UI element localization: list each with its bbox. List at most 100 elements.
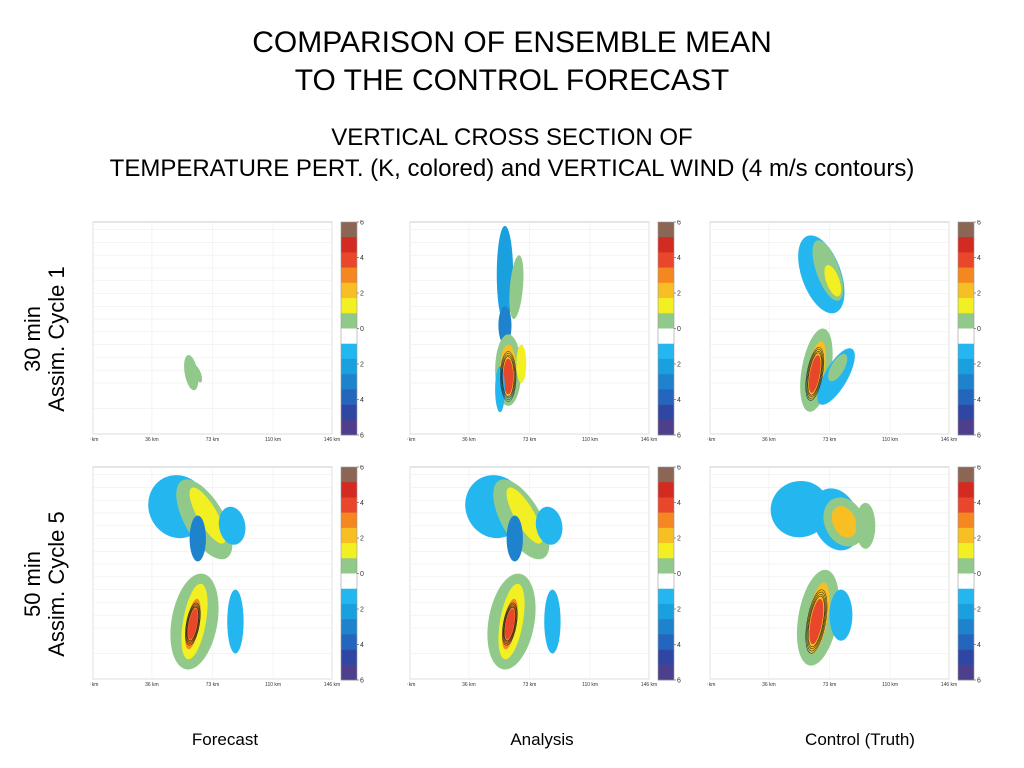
x-tick-label: 73 km [823, 437, 837, 443]
colorbar-segment [658, 267, 674, 284]
colorbar-segment [958, 634, 974, 650]
x-tick-label: 0 km [90, 437, 98, 443]
colorbar-tick-label: 0 [977, 571, 981, 578]
vertical-wind-contour [806, 591, 827, 652]
colorbar-tick-label: 4 [677, 500, 681, 507]
colorbar-tick-label: 6 [360, 433, 364, 440]
row-label-line2: Assim. Cycle 1 [44, 266, 69, 412]
row-label-cycle1: 30 min Assim. Cycle 1 [20, 229, 69, 449]
colorbar-segment [341, 419, 357, 436]
vertical-wind-contour [186, 606, 199, 642]
temperature-perturbation-region [828, 353, 848, 382]
main-title: COMPARISON OF ENSEMBLE MEAN TO THE CONTR… [0, 24, 1024, 100]
x-tick-label: 146 km [641, 437, 657, 443]
column-label-analysis: Analysis [510, 730, 574, 749]
colorbar-tick-label: 6 [360, 465, 364, 472]
row-label-line2: Assim. Cycle 5 [44, 511, 69, 657]
colorbar-tick-label: 4 [360, 255, 364, 262]
colorbar-segment [341, 649, 357, 666]
colorbar-segment [658, 343, 674, 360]
colorbar-tick-label: 2 [977, 362, 981, 369]
temperature-perturbation-region [218, 506, 246, 545]
colorbar-segment [658, 358, 674, 375]
colorbar-segment [341, 512, 357, 529]
x-tick-label: 73 km [206, 682, 220, 688]
cross-section-panel: 0200040005000600070008000900010000110001… [76, 220, 390, 453]
colorbar-segment [658, 328, 674, 345]
colorbar-segment [658, 374, 674, 390]
x-tick-label: 0 km [407, 682, 415, 688]
colorbar-segment [658, 419, 674, 436]
column-label-forecast: Forecast [191, 730, 259, 749]
colorbar-segment [658, 634, 674, 650]
vertical-wind-contour [185, 604, 200, 644]
colorbar-segment [958, 467, 974, 483]
colorbar-segment [658, 252, 674, 268]
temperature-perturbation-region [505, 608, 515, 640]
colorbar-tick-label: 2 [677, 536, 681, 543]
colorbar-tick-label: 2 [677, 291, 681, 298]
x-tick-label: 36 km [145, 682, 159, 688]
colorbar-tick-label: 2 [677, 362, 681, 369]
cross-section-panel: 0200040005000600070008000900010000110001… [693, 220, 1007, 453]
subtitle-line1: VERTICAL CROSS SECTION OF [331, 124, 693, 151]
colorbar-segment [341, 389, 357, 405]
temperature-perturbation-region [503, 358, 514, 395]
x-tick-label: 36 km [462, 682, 476, 688]
temperature-perturbation-region [189, 487, 226, 544]
temperature-perturbation-region [831, 506, 857, 538]
x-tick-label: 110 km [582, 682, 598, 688]
colorbar-tick-label: 6 [677, 465, 681, 472]
x-tick-label: 146 km [324, 682, 340, 688]
x-tick-label: 146 km [941, 437, 957, 443]
colorbar-segment [958, 497, 974, 513]
colorbar-segment [341, 497, 357, 513]
x-tick-label: 146 km [324, 437, 340, 443]
temperature-perturbation-region [516, 344, 527, 383]
colorbar-segment [658, 482, 674, 498]
temperature-perturbation-region [496, 225, 514, 323]
x-tick-label: 73 km [823, 682, 837, 688]
x-tick-label: 146 km [641, 682, 657, 688]
colorbar-segment [658, 603, 674, 620]
colorbar-segment [958, 527, 974, 544]
colorbar-segment [658, 222, 674, 238]
colorbar-segment [958, 419, 974, 436]
x-tick-label: 36 km [762, 682, 776, 688]
colorbar-segment [958, 664, 974, 681]
x-tick-label: 110 km [882, 682, 898, 688]
colorbar-segment [958, 358, 974, 375]
colorbar-segment [958, 282, 974, 299]
cross-section-panel: 0200040005000600070008000900010000110001… [76, 465, 390, 698]
colorbar-segment [958, 543, 974, 559]
temperature-perturbation-region [188, 608, 198, 640]
colorbar-segment [958, 343, 974, 360]
colorbar-tick-label: 4 [360, 397, 364, 404]
vertical-wind-contour [502, 604, 517, 644]
colorbar-tick-label: 4 [977, 397, 981, 404]
colorbar-segment [658, 664, 674, 681]
colorbar-tick-label: 4 [360, 642, 364, 649]
colorbar-tick-label: 4 [977, 500, 981, 507]
colorbar-segment [341, 543, 357, 559]
colorbar-segment [958, 298, 974, 314]
vertical-wind-contour [805, 347, 825, 401]
vertical-wind-contour [500, 351, 517, 402]
cross-section-panel: 0200040005000600070008000900010000110001… [393, 465, 707, 698]
temperature-perturbation-region [184, 355, 199, 391]
colorbar-tick-label: 6 [977, 220, 981, 227]
colorbar-segment [658, 649, 674, 666]
colorbar-segment [341, 558, 357, 574]
colorbar-segment [658, 497, 674, 513]
colorbar-tick-label: 6 [977, 678, 981, 685]
temperature-perturbation-region [193, 365, 203, 383]
row-label-line1: 50 min [20, 550, 45, 618]
colorbar-tick-label: 2 [360, 291, 364, 298]
x-tick-label: 73 km [206, 437, 220, 443]
colorbar-tick-label: 2 [360, 362, 364, 369]
colorbar-tick-label: 0 [360, 571, 364, 578]
colorbar-segment [658, 313, 674, 329]
temperature-perturbation-region [506, 487, 543, 544]
x-tick-label: 73 km [523, 437, 537, 443]
x-tick-label: 110 km [582, 437, 598, 443]
